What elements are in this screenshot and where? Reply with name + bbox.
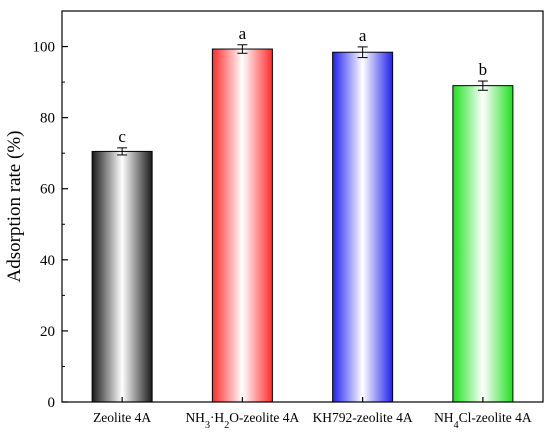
significance-letter-4: b xyxy=(479,60,488,79)
plot-marks: c a a b xyxy=(91,24,514,403)
y-axis-title: Adsorption rate (%) xyxy=(4,131,25,283)
x-category-label-4: NH4Cl-zeolite 4A xyxy=(434,410,532,431)
y-tick-label: 60 xyxy=(40,182,55,198)
y-tick-label: 20 xyxy=(40,324,55,340)
axis-ticks: 0 20 40 60 80 100 Zeolite 4A NH3·H2O-zeolite 4A… xyxy=(33,40,532,431)
x-category-label-3: KH792-zeolite 4A xyxy=(313,410,413,425)
significance-letter-3: a xyxy=(359,26,367,45)
bar-1 xyxy=(91,150,153,403)
significance-letter-2: a xyxy=(239,24,247,43)
significance-letter-1: c xyxy=(118,127,126,146)
bar-4 xyxy=(452,85,514,403)
bar-2 xyxy=(211,48,273,403)
x-category-label-1: Zeolite 4A xyxy=(93,410,151,425)
plot-frame xyxy=(61,10,544,403)
bar-3 xyxy=(332,51,394,403)
y-tick-label: 80 xyxy=(40,111,55,127)
y-tick-label: 0 xyxy=(48,395,56,411)
y-tick-label: 40 xyxy=(40,253,55,269)
x-category-label-2: NH3·H2O-zeolite 4A xyxy=(185,410,299,431)
y-tick-label: 100 xyxy=(33,40,56,56)
